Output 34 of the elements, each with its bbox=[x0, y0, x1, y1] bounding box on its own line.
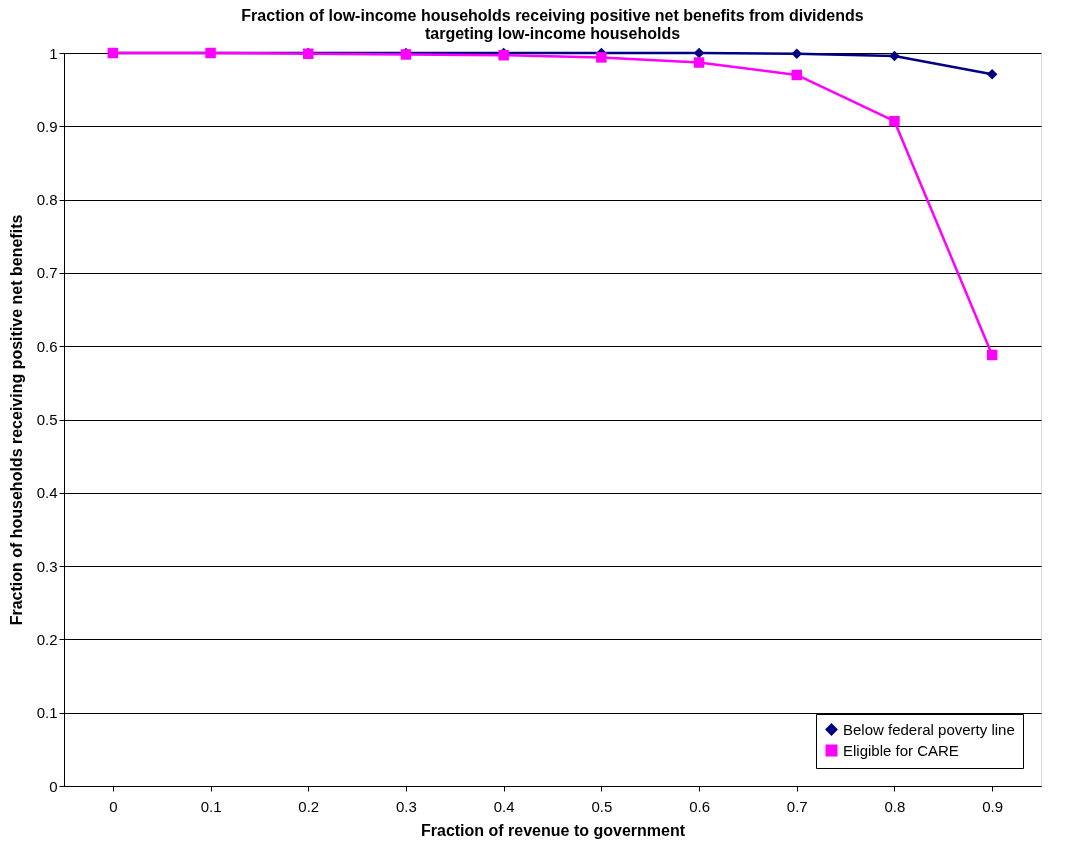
x-tick-label: 0.1 bbox=[200, 797, 222, 815]
x-tick-label: 0.8 bbox=[884, 797, 906, 815]
x-tick-label: 0.5 bbox=[591, 797, 613, 815]
x-tick-label: 0.4 bbox=[493, 797, 515, 815]
point bbox=[986, 349, 998, 361]
legend-label: Below federal poverty line bbox=[843, 720, 1015, 738]
point bbox=[986, 69, 998, 80]
y-tick-label: 0.8 bbox=[36, 191, 58, 209]
x-axis-title: Fraction of revenue to government bbox=[420, 821, 686, 839]
x-tick-label: 0.2 bbox=[298, 797, 320, 815]
point bbox=[791, 69, 802, 81]
legend-label: Eligible for CARE bbox=[843, 741, 959, 759]
y-tick-label: 0.9 bbox=[36, 117, 58, 135]
point bbox=[596, 52, 607, 63]
y-tick-label: 0.2 bbox=[36, 630, 58, 648]
x-tick-label: 0.3 bbox=[396, 797, 417, 815]
point bbox=[791, 48, 802, 59]
point bbox=[889, 115, 900, 127]
y-tick-label: 0.3 bbox=[36, 557, 58, 575]
y-tick-label: 0.4 bbox=[36, 484, 58, 502]
y-tick-label: 0.7 bbox=[36, 264, 58, 282]
x-tick-label: 0.9 bbox=[982, 797, 1004, 815]
y-axis-title: Fraction of households receiving positive net benefits bbox=[7, 214, 25, 626]
point bbox=[889, 50, 900, 62]
x-tick-label: 0.7 bbox=[786, 797, 808, 815]
y-tick-label: 0.5 bbox=[36, 411, 58, 428]
y-tick-label: 0 bbox=[49, 777, 58, 795]
x-tick-label: 0.6 bbox=[689, 797, 710, 815]
y-tick-label: 0.1 bbox=[36, 704, 58, 722]
chart-title: Fraction of low-income households receiving positive net benefits from dividends targeting low-income households bbox=[241, 7, 864, 42]
point bbox=[693, 57, 705, 68]
y-tick-label: 0.6 bbox=[36, 337, 58, 355]
y-tick-label: 1 bbox=[49, 44, 58, 62]
x-tick-label: 0 bbox=[109, 797, 118, 815]
